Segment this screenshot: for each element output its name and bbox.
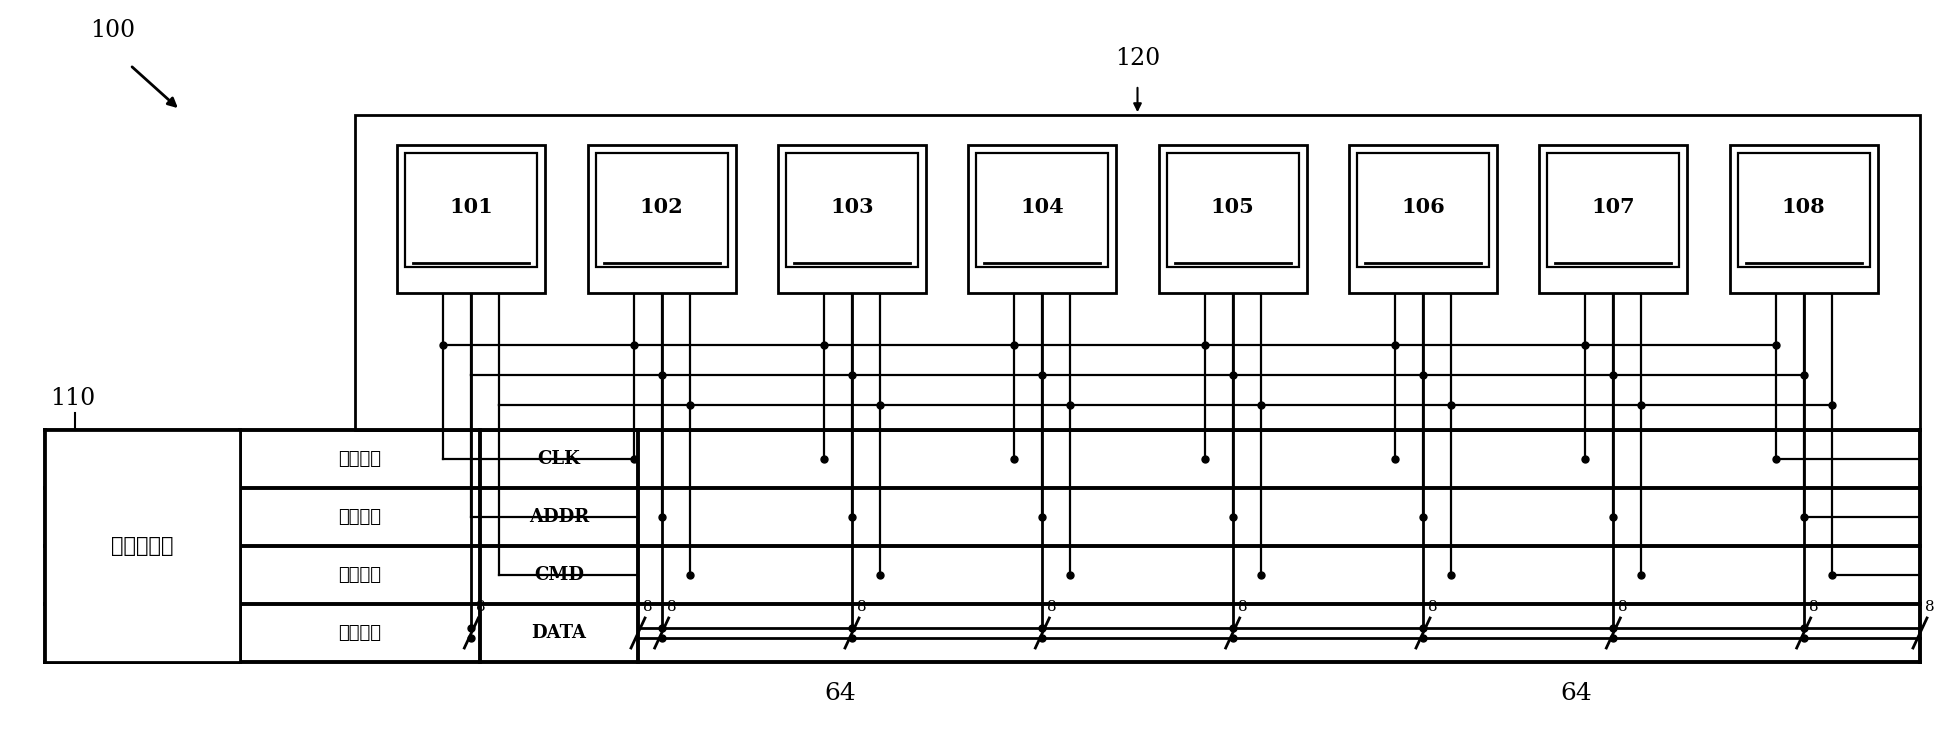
Text: 8: 8: [1926, 600, 1935, 614]
Bar: [45, 430, 241, 662]
Text: 8: 8: [1047, 600, 1057, 614]
Bar: [1159, 145, 1307, 293]
Text: 8: 8: [857, 600, 867, 614]
Text: 104: 104: [1020, 197, 1065, 217]
Text: 命令总线: 命令总线: [339, 566, 382, 584]
Text: 101: 101: [450, 197, 493, 217]
Text: 106: 106: [1401, 197, 1444, 217]
Text: 时钟总线: 时钟总线: [339, 450, 382, 468]
Text: 8: 8: [1429, 600, 1438, 614]
Bar: [977, 153, 1108, 267]
Text: 存储控刻器: 存储控刻器: [112, 536, 174, 556]
Bar: [1730, 145, 1877, 293]
Text: DATA: DATA: [532, 624, 587, 642]
Bar: [405, 153, 538, 267]
Text: 8: 8: [1237, 600, 1247, 614]
Bar: [1348, 145, 1497, 293]
Text: 100: 100: [90, 19, 135, 42]
Text: 8: 8: [476, 600, 485, 614]
Bar: [1738, 153, 1869, 267]
Text: 110: 110: [51, 387, 96, 410]
Bar: [397, 145, 546, 293]
Text: 64: 64: [824, 683, 855, 706]
Bar: [1548, 153, 1679, 267]
Text: ADDR: ADDR: [528, 508, 589, 526]
Bar: [1540, 145, 1687, 293]
Bar: [1166, 153, 1299, 267]
Bar: [354, 115, 1920, 430]
Text: 103: 103: [830, 197, 875, 217]
Text: 105: 105: [1211, 197, 1254, 217]
Bar: [787, 153, 918, 267]
Text: 8: 8: [1618, 600, 1628, 614]
Bar: [779, 145, 926, 293]
Bar: [1356, 153, 1489, 267]
Bar: [595, 153, 728, 267]
Text: 8: 8: [1808, 600, 1818, 614]
Text: 8: 8: [667, 600, 677, 614]
Text: 数据总线: 数据总线: [339, 624, 382, 642]
Text: 120: 120: [1115, 47, 1161, 70]
Bar: [969, 145, 1115, 293]
Bar: [587, 145, 736, 293]
Text: 107: 107: [1591, 197, 1636, 217]
Text: CMD: CMD: [534, 566, 583, 584]
Text: 8: 8: [644, 600, 652, 614]
Text: 108: 108: [1783, 197, 1826, 217]
Text: 102: 102: [640, 197, 683, 217]
Text: 64: 64: [1560, 683, 1593, 706]
Text: CLK: CLK: [538, 450, 581, 468]
Text: 地址总线: 地址总线: [339, 508, 382, 526]
